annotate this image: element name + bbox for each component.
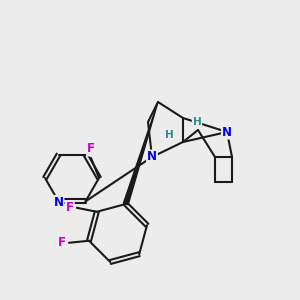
Polygon shape [123,102,158,205]
Text: N: N [147,151,157,164]
Text: H: H [193,117,201,127]
Text: F: F [87,142,95,155]
Text: N: N [53,196,64,209]
Text: N: N [222,125,232,139]
Text: F: F [58,236,66,249]
Text: F: F [66,201,74,214]
Text: H: H [165,130,173,140]
